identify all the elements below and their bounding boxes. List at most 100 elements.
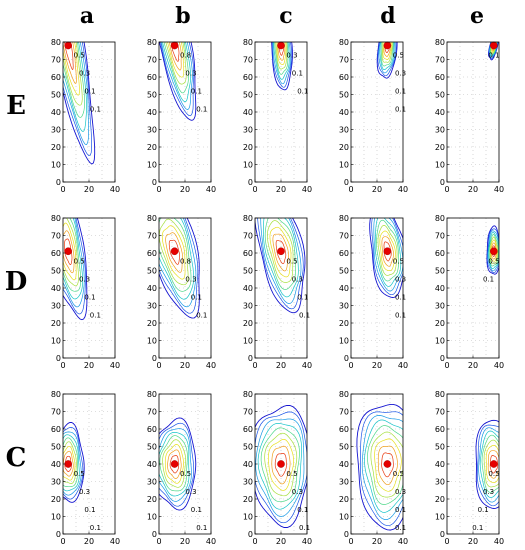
x-tick-label: 40: [110, 361, 120, 370]
panel-grid: 0.5 0.3 0.1 0.1 0 10 20 30 40 50 60 70 80 0 20 40 0.8 0.3…: [51, 38, 504, 546]
row-label-C: C: [6, 443, 27, 473]
contour-label: 0.5: [180, 470, 191, 478]
panel-E-c: 0.3 0.1 0.1 0 10 20 30 40 50 60 70 80 0 20 40: [243, 38, 312, 194]
y-tick-label: 40: [339, 284, 349, 293]
y-tick-label: 0: [56, 530, 61, 539]
y-tick-label: 0: [152, 530, 157, 539]
contour-level-0.2: [377, 42, 397, 77]
panel-C-a: 0.5 0.3 0.1 0.1 0 10 20 30 40 50 60 70 80 0 20 40: [51, 390, 120, 546]
contour-label: 0.3: [292, 275, 303, 283]
y-tick-label: 30: [243, 477, 253, 486]
y-tick-label: 70: [339, 407, 349, 416]
x-tick-label: 0: [60, 361, 65, 370]
y-tick-label: 60: [147, 425, 157, 434]
contour-level-0.3: [487, 230, 499, 272]
y-tick-label: 30: [51, 301, 61, 310]
contour-level-0.6: [159, 218, 189, 286]
contour-label: 0.1: [395, 293, 406, 301]
y-tick-label: 60: [435, 249, 445, 258]
contour-lines: [63, 218, 88, 321]
y-tick-label: 80: [147, 390, 157, 399]
panel-E-a: 0.5 0.3 0.1 0.1 0 10 20 30 40 50 60 70 80 0 20 40: [51, 38, 120, 194]
contour-level-0.2: [63, 218, 86, 315]
y-tick-label: 0: [248, 178, 253, 187]
y-tick-label: 70: [147, 231, 157, 240]
contour-level-0.6: [266, 220, 294, 283]
contour-level-0.5: [367, 425, 403, 505]
x-tick-label: 40: [206, 537, 216, 546]
contour-level-0.5: [481, 434, 499, 493]
x-tick-label: 40: [494, 185, 504, 194]
x-tick-label: 20: [372, 185, 382, 194]
x-tick-label: 40: [302, 185, 312, 194]
source-marker: [170, 460, 179, 468]
y-tick-label: 40: [435, 284, 445, 293]
column-label-e: e: [470, 3, 484, 29]
contour-level-0.7: [276, 42, 287, 65]
y-tick-label: 80: [243, 38, 253, 47]
y-tick-label: 70: [147, 407, 157, 416]
source-marker: [277, 460, 285, 468]
contour-level-0.9: [381, 452, 394, 478]
contour-level-0.3: [361, 415, 403, 520]
contour-lines: [255, 218, 306, 314]
grid-lines: [447, 394, 499, 534]
contour-label: 0.1: [84, 88, 95, 96]
contour-label: 0.1: [297, 506, 308, 514]
y-tick-label: 80: [243, 390, 253, 399]
contour-label: 0.1: [90, 524, 101, 532]
y-tick-label: 0: [440, 354, 445, 363]
y-tick-label: 80: [51, 38, 61, 47]
contour-label: 0.1: [483, 275, 494, 283]
y-tick-label: 40: [243, 284, 253, 293]
x-tick-label: 0: [252, 537, 257, 546]
y-tick-label: 0: [440, 530, 445, 539]
y-tick-label: 0: [56, 178, 61, 187]
x-tick-label: 20: [180, 537, 190, 546]
x-tick-label: 0: [156, 361, 161, 370]
contour-level-0.1: [475, 419, 499, 509]
y-tick-label: 30: [435, 125, 445, 134]
y-tick-label: 50: [435, 266, 445, 275]
contour-level-0.2: [486, 228, 499, 274]
source-marker: [277, 41, 285, 50]
y-tick-label: 40: [51, 460, 61, 469]
y-tick-label: 20: [339, 143, 349, 152]
y-tick-label: 40: [435, 460, 445, 469]
contour-level-0.7: [374, 438, 402, 492]
y-tick-label: 0: [152, 178, 157, 187]
panel-D-b: 0.8 0.3 0.1 0.1 0 10 20 30 40 50 60 70 80 0 20 40: [147, 214, 216, 370]
y-tick-label: 30: [51, 125, 61, 134]
contour-label: 0.1: [90, 311, 101, 319]
contour-level-0.7: [167, 42, 185, 78]
contour-level-0.4: [374, 218, 402, 287]
y-tick-label: 20: [51, 319, 61, 328]
y-tick-label: 50: [51, 442, 61, 451]
panel-C-b: 0.5 0.3 0.1 0.1 0 10 20 30 40 50 60 70 80 0 20 40: [147, 390, 216, 546]
grid-lines: [447, 42, 499, 182]
y-tick-label: 10: [339, 512, 349, 521]
x-tick-label: 40: [206, 361, 216, 370]
y-tick-label: 10: [51, 160, 61, 169]
y-tick-label: 50: [435, 90, 445, 99]
contour-level-0.6: [63, 42, 83, 106]
column-labels: a b c d e: [80, 3, 484, 29]
contour-level-0.7: [485, 444, 499, 483]
y-tick-label: 80: [243, 214, 253, 223]
contour-level-0.5: [488, 234, 499, 267]
row-label-E: E: [6, 91, 26, 121]
y-tick-label: 60: [147, 249, 157, 258]
contour-level-0.6: [275, 42, 288, 70]
contour-level-0.2: [63, 427, 84, 500]
contour-level-0.9: [168, 239, 180, 265]
y-tick-label: 80: [339, 390, 349, 399]
x-tick-label: 40: [206, 185, 216, 194]
panel-E-e: 0.1 0 10 20 30 40 50 60 70 80 0 20 40: [435, 38, 504, 194]
panel-D-c: 0.5 0.3 0.1 0.1 0 10 20 30 40 50 60 70 80 0 20 40: [243, 214, 312, 370]
contour-level-0.2: [63, 42, 92, 156]
contour-level-0.5: [264, 218, 296, 290]
panel-D-e: 0.5 0.1 0 10 20 30 40 50 60 70 80 0 20 40: [435, 214, 504, 370]
contour-lines: [376, 42, 398, 79]
y-tick-label: 80: [435, 38, 445, 47]
contour-level-0.6: [63, 441, 77, 484]
